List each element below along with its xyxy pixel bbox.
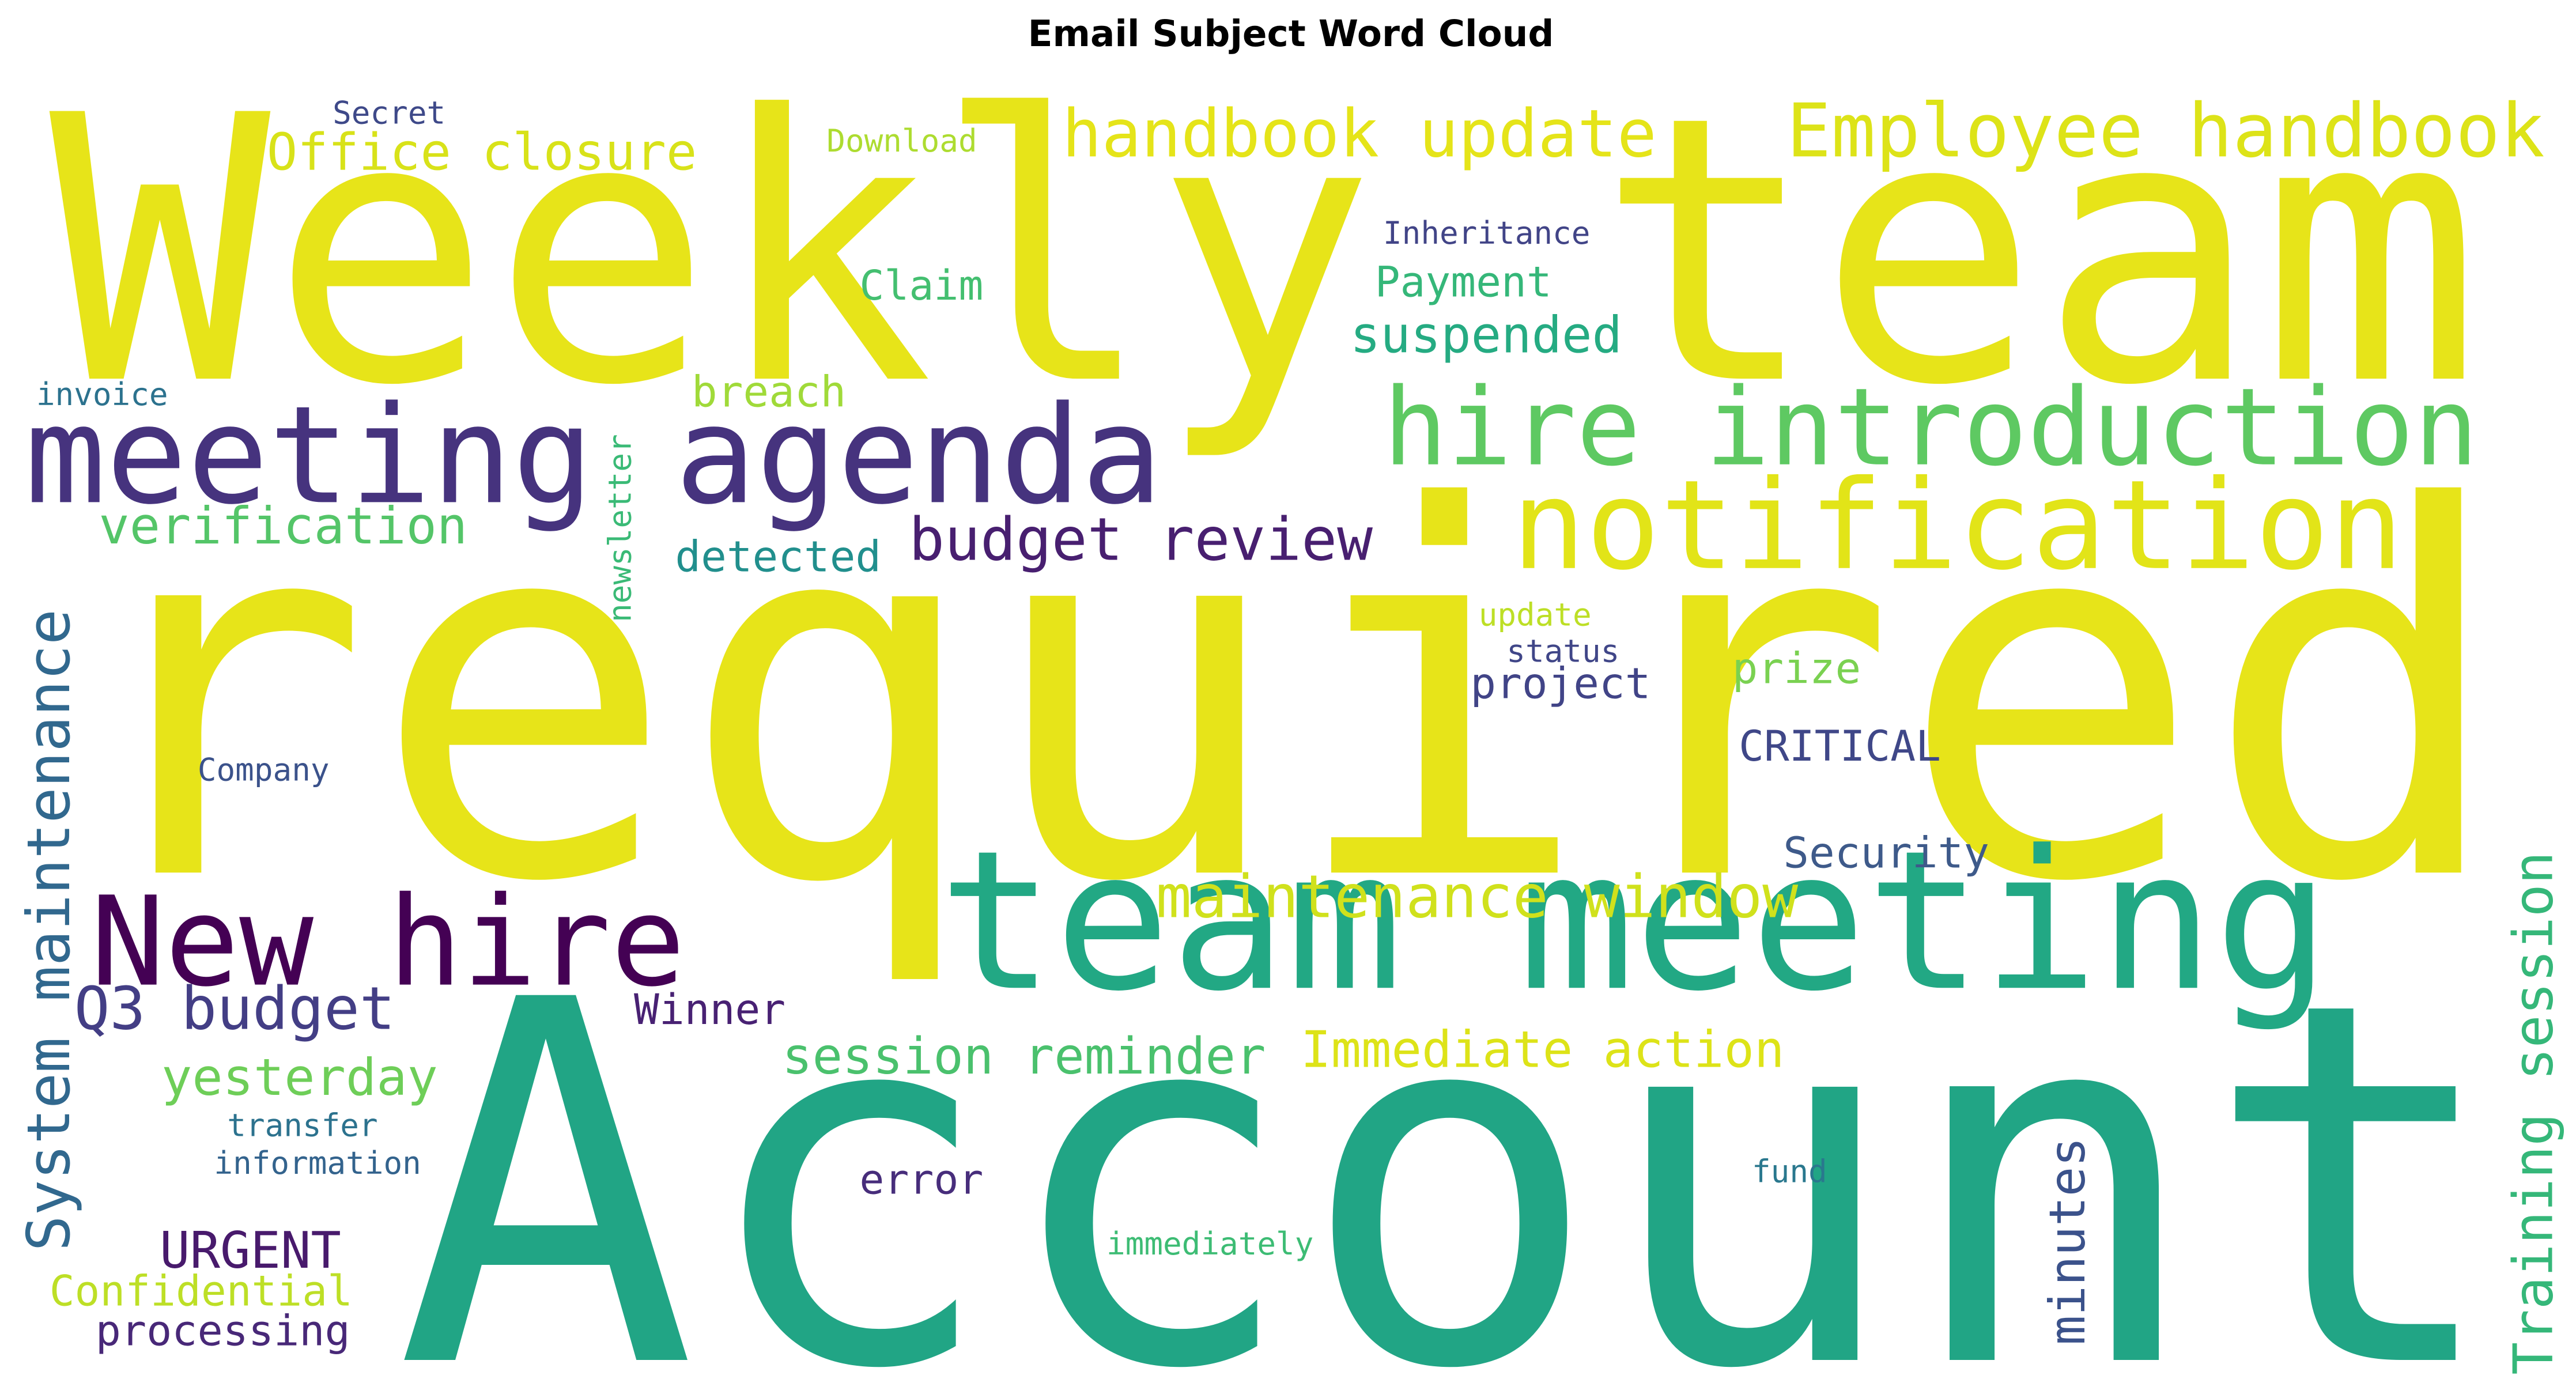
word: project xyxy=(1470,658,1650,708)
word: notification xyxy=(1512,454,2404,598)
word: Account xyxy=(395,895,2505,1383)
word: verification xyxy=(99,496,467,556)
word: transfer xyxy=(227,1107,377,1143)
word: minutes xyxy=(2039,1137,2097,1345)
word: fund xyxy=(1752,1153,1827,1189)
word: Secret xyxy=(333,95,445,131)
word: System maintenance xyxy=(15,609,84,1252)
word: information xyxy=(214,1145,421,1181)
word: Confidential xyxy=(50,1267,353,1316)
word: update xyxy=(1479,597,1592,633)
word: maintenance window xyxy=(1156,863,1799,931)
word: Payment xyxy=(1375,258,1552,307)
word: meeting agenda xyxy=(25,377,1163,534)
word: budget review xyxy=(909,505,1373,574)
word: Immediate action xyxy=(1301,1020,1784,1079)
word: yesterday xyxy=(161,1048,438,1107)
word: Office closure xyxy=(267,122,697,182)
word: handbook update xyxy=(1062,95,1657,172)
word: Weekly team xyxy=(50,39,2481,466)
word: Claim xyxy=(859,262,983,309)
word: Download xyxy=(826,123,977,159)
word: immediately xyxy=(1106,1226,1313,1262)
word: Q3 budget xyxy=(74,975,395,1044)
word: processing xyxy=(96,1306,350,1355)
word: suspended xyxy=(1350,305,1622,364)
word: detected xyxy=(675,531,881,581)
word: required xyxy=(66,402,2508,992)
word: Company xyxy=(198,751,330,788)
word: breach xyxy=(692,367,846,417)
word: prize xyxy=(1732,644,1861,694)
word: newsletter xyxy=(602,434,638,622)
word: team meeting xyxy=(939,809,2331,1033)
word: Training session xyxy=(2502,852,2566,1375)
word: Inheritance xyxy=(1383,215,1590,251)
word: status xyxy=(1506,633,1619,670)
chart-title: Email Subject Word Cloud xyxy=(1028,13,1554,55)
word: error xyxy=(859,1155,983,1203)
word: Security xyxy=(1783,828,1989,878)
word: New hire xyxy=(90,870,685,1014)
word: CRITICAL xyxy=(1739,722,1941,771)
word: Employee handbook xyxy=(1786,88,2545,174)
word: invoice xyxy=(36,376,168,413)
word: session reminder xyxy=(782,1027,1266,1086)
word: Winner xyxy=(634,985,785,1034)
word: hire introduction xyxy=(1383,365,2479,490)
word: URGENT xyxy=(160,1221,341,1280)
